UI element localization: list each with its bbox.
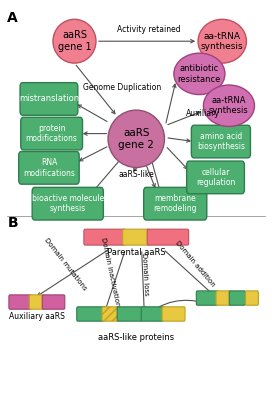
Ellipse shape	[53, 19, 96, 63]
Text: amino acid
biosynthesis: amino acid biosynthesis	[197, 132, 245, 151]
Text: aaRS
gene 1: aaRS gene 1	[58, 30, 91, 52]
Text: mistranslation: mistranslation	[19, 95, 79, 103]
Text: aaRS
gene 2: aaRS gene 2	[118, 128, 154, 150]
FancyBboxPatch shape	[229, 291, 246, 305]
FancyBboxPatch shape	[123, 229, 150, 245]
FancyBboxPatch shape	[20, 83, 78, 115]
FancyBboxPatch shape	[147, 229, 189, 245]
Text: B: B	[7, 217, 18, 231]
Text: aa-tRNA
synthesis: aa-tRNA synthesis	[201, 32, 243, 51]
Text: protein
modifications: protein modifications	[26, 124, 78, 143]
FancyBboxPatch shape	[144, 187, 207, 220]
FancyBboxPatch shape	[196, 291, 218, 305]
FancyBboxPatch shape	[84, 229, 125, 245]
Text: RNA
modifications: RNA modifications	[23, 158, 75, 178]
Text: Domain addition: Domain addition	[175, 240, 216, 288]
FancyBboxPatch shape	[77, 307, 104, 321]
Text: cellular
regulation: cellular regulation	[196, 168, 235, 187]
Text: Genome Duplication: Genome Duplication	[82, 83, 161, 91]
FancyBboxPatch shape	[32, 187, 103, 220]
Text: aaRS-like: aaRS-like	[119, 170, 154, 179]
Text: Auxiliary aaRS: Auxiliary aaRS	[9, 312, 65, 321]
FancyBboxPatch shape	[191, 125, 251, 158]
FancyBboxPatch shape	[141, 307, 164, 321]
FancyBboxPatch shape	[9, 295, 32, 309]
Ellipse shape	[198, 19, 246, 63]
Ellipse shape	[203, 85, 255, 126]
Text: Domain loss: Domain loss	[141, 253, 149, 296]
FancyBboxPatch shape	[162, 307, 185, 321]
Text: A: A	[7, 11, 18, 25]
FancyBboxPatch shape	[42, 295, 65, 309]
Text: Domain mutations: Domain mutations	[43, 237, 87, 292]
Text: aa-tRNA
synthesis: aa-tRNA synthesis	[209, 96, 249, 115]
FancyBboxPatch shape	[102, 307, 119, 321]
FancyBboxPatch shape	[117, 307, 142, 321]
Ellipse shape	[174, 53, 225, 95]
Text: membrane
remodeling: membrane remodeling	[153, 194, 197, 213]
Text: Auxiliary: Auxiliary	[186, 109, 220, 118]
FancyBboxPatch shape	[29, 295, 44, 309]
Text: Domain inactivation: Domain inactivation	[100, 237, 121, 307]
Text: aaRS-like proteins: aaRS-like proteins	[98, 333, 174, 342]
Ellipse shape	[108, 110, 165, 168]
FancyBboxPatch shape	[21, 117, 82, 150]
FancyBboxPatch shape	[187, 161, 245, 194]
Text: antibiotic
resistance: antibiotic resistance	[178, 64, 221, 83]
FancyBboxPatch shape	[246, 291, 258, 305]
Text: Activity retained: Activity retained	[116, 25, 180, 34]
FancyBboxPatch shape	[19, 152, 79, 184]
FancyBboxPatch shape	[216, 291, 231, 305]
Text: Parental aaRS: Parental aaRS	[107, 248, 166, 257]
Text: bioactive molecule
synthesis: bioactive molecule synthesis	[32, 194, 104, 213]
